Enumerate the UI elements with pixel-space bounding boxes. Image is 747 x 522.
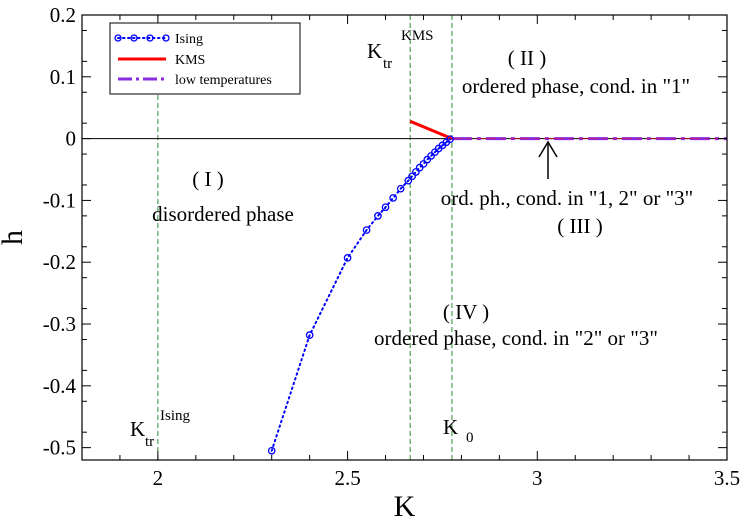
y-axis-ticks: 0.2 0.1 0 -0.1 -0.2 -0.3 -0.4 -0.5 <box>43 3 727 460</box>
legend-ising-marker <box>162 34 170 42</box>
k-kms-sub: tr <box>383 56 392 72</box>
y-tick-label: 0.1 <box>50 65 76 89</box>
region-1-label: ( I ) <box>192 167 223 191</box>
legend-ising-marker <box>146 34 154 42</box>
ising-point <box>374 212 382 220</box>
series-kms-line <box>409 119 453 140</box>
x-tick-label: 3.5 <box>714 466 740 490</box>
ising-point <box>267 446 276 455</box>
k0-main: K <box>443 415 458 439</box>
x-tick-label: 2.5 <box>334 466 360 490</box>
ising-point <box>412 168 420 176</box>
y-tick-label: -0.2 <box>43 250 76 274</box>
ising-point <box>381 203 390 212</box>
legend-ising-sample <box>114 34 170 42</box>
ising-point <box>415 163 424 172</box>
x-tick-label: 3 <box>532 466 543 490</box>
legend-ising-marker <box>130 34 138 42</box>
y-tick-label: 0.2 <box>50 3 76 27</box>
y-axis-label: h <box>0 230 29 245</box>
legend: Ising KMS low temperatures <box>109 22 301 95</box>
y-tick-label: -0.4 <box>43 374 77 398</box>
series-layer <box>267 119 727 455</box>
annotation-k-tr-ising: K tr Ising <box>130 408 191 450</box>
ising-point <box>362 226 371 234</box>
ising-point <box>404 176 413 185</box>
region-3-description: ord. ph., cond. in "1, 2" or "3" <box>441 186 693 210</box>
region-2-label: ( II ) <box>508 46 546 70</box>
y-tick-label: -0.3 <box>43 312 76 336</box>
x-tick-label: 2 <box>153 466 164 490</box>
region-4-description: ordered phase, cond. in "2" or "3" <box>374 326 658 350</box>
ising-point <box>446 135 454 144</box>
legend-entry-ising: Ising <box>175 32 203 47</box>
y-tick-label: -0.1 <box>43 188 76 212</box>
k-ising-sup: Ising <box>160 408 191 424</box>
legend-entry-low-temperatures: low temperatures <box>175 73 272 88</box>
region-1-description: disordered phase <box>152 202 294 226</box>
series-ising-line <box>270 138 452 452</box>
plot-frame <box>81 14 728 461</box>
k-kms-sup: KMS <box>401 28 434 44</box>
ising-point <box>408 172 416 181</box>
region-3-arrow <box>538 140 558 179</box>
k0-sub: 0 <box>466 430 474 446</box>
region-4-label: ( IV ) <box>443 300 489 324</box>
ising-point <box>305 331 314 340</box>
ising-point <box>396 184 405 193</box>
k-kms-main: K <box>367 39 382 63</box>
y-tick-label: 0 <box>66 127 77 151</box>
k-ising-sub: tr <box>145 434 154 450</box>
ising-point <box>343 254 352 262</box>
ising-point <box>389 194 397 202</box>
legend-ising-marker <box>114 34 122 42</box>
region-3-label: ( III ) <box>557 214 602 238</box>
x-axis-ticks: 2 2.5 3 3.5 <box>119 15 740 490</box>
legend-entry-kms: KMS <box>175 53 205 68</box>
ising-point <box>419 160 428 168</box>
annotation-k-tr-kms: K tr KMS <box>367 28 434 72</box>
region-2-description: ordered phase, cond. in "1" <box>462 74 690 98</box>
y-tick-label: -0.5 <box>43 436 76 460</box>
k-ising-main: K <box>130 417 145 441</box>
annotation-k0: K 0 <box>443 415 474 446</box>
x-axis-label: K <box>394 490 416 522</box>
